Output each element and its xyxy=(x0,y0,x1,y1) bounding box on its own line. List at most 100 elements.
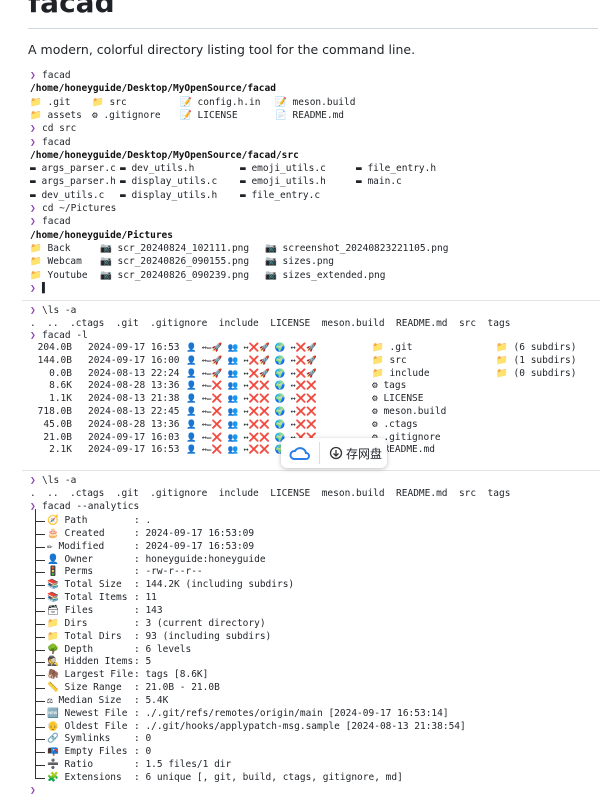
file-name: 📁 src xyxy=(372,354,407,366)
command: cd ~/Pictures xyxy=(42,203,117,214)
tree-branch xyxy=(35,637,45,651)
file-entry: ▬ file_entry.c xyxy=(240,189,321,201)
file-name: ⚙ meson.build xyxy=(372,406,447,417)
tree-branch xyxy=(35,676,45,690)
stat-value: : 3 (current directory) xyxy=(134,617,266,629)
stat-label: 📭 Empty Files xyxy=(47,746,128,758)
stat-label: 👤 Owner xyxy=(47,553,94,565)
output: . .. .ctags .git .gitignore include LICE… xyxy=(30,488,511,499)
stat-label: ⚖ Median Size xyxy=(47,694,122,706)
intro-terminal: ❯ facad/home/honeyguide/Desktop/MyOpenSou… xyxy=(22,68,600,298)
file-size: 0.0B xyxy=(49,367,72,379)
stat-value: : ./.git/refs/remotes/origin/main [2024-… xyxy=(134,707,449,719)
file-entry: 📷 sizes_extended.png xyxy=(265,269,386,281)
file-entry: 📄 README.md xyxy=(275,109,345,121)
stat-value: : 6 unique [, git, build, ctags, gitigno… xyxy=(134,772,403,783)
file-entry: ▬ emoji_utils.h xyxy=(240,176,326,188)
file-entry: ▬ file_entry.h xyxy=(356,163,437,175)
file-date: 2024-09-17 16:53 xyxy=(88,342,180,353)
output: . .. .ctags .git .gitignore include LICE… xyxy=(30,317,511,329)
tree-branch xyxy=(35,598,45,612)
stat-value: : 93 (including subdirs) xyxy=(134,630,272,642)
tree-branch xyxy=(35,740,45,754)
file-name: ⚙ .ctags xyxy=(372,418,418,430)
stat-value: : . xyxy=(134,515,152,526)
title-rule xyxy=(28,28,598,29)
file-size: 1.1K xyxy=(49,393,72,405)
file-entry: 📷 scr_20240826_090239.png xyxy=(100,269,250,281)
file-entry: 📁 Back xyxy=(30,242,71,254)
tree-branch xyxy=(35,688,45,702)
file-date: 2024-09-17 16:53 xyxy=(88,444,180,456)
prompt: ❯ xyxy=(30,330,36,341)
command: facad xyxy=(42,136,71,148)
path: /home/honeyguide/Desktop/MyOpenSource/fa… xyxy=(30,149,299,161)
tree-branch xyxy=(35,611,45,625)
file-perms: 👤 ↔✏🚀 👥 ↔❌🚀 🌍 ↔❌🚀 xyxy=(186,368,317,379)
file-name: 📁 include xyxy=(372,367,430,379)
stat-value: : honeyguide:honeyguide xyxy=(134,553,266,565)
tree-branch xyxy=(35,663,45,677)
file-entry: 📷 scr_20240826_090155.png xyxy=(100,256,250,268)
stat-value: : 5.4K xyxy=(134,694,169,706)
stat-label: 🧭 Path xyxy=(47,515,88,526)
save-to-cloud-button[interactable]: 存网盘 xyxy=(281,438,387,468)
subdir-count: 📁 (0 subdirs) xyxy=(496,367,577,379)
stat-value: : 2024-09-17 16:53:09 xyxy=(134,527,255,539)
stat-value: : 2024-09-17 16:53:09 xyxy=(134,540,255,552)
cloud-icon xyxy=(289,447,310,460)
file-size: 718.0B xyxy=(37,406,72,417)
file-entry: 📁 .git xyxy=(30,96,71,108)
tree-branch xyxy=(35,509,45,522)
button-label: 存网盘 xyxy=(346,447,383,461)
stat-label: 📚 Total Items xyxy=(47,592,128,604)
file-size: 2.1K xyxy=(49,444,72,456)
stat-value: : 6 levels xyxy=(134,643,192,655)
tree-branch xyxy=(35,727,45,741)
stat-value: : 144.2K (including subdirs) xyxy=(134,579,295,591)
file-entry: ▬ dev_utils.c xyxy=(30,189,105,201)
stat-label: 📚 Total Size xyxy=(47,579,122,591)
stat-label: 🕵 Hidden Items xyxy=(47,656,134,668)
file-size: 45.0B xyxy=(43,418,72,430)
file-date: 2024-09-17 16:03 xyxy=(88,431,180,443)
analytics-terminal: ❯ \ls -a . .. .ctags .git .gitignore inclu… xyxy=(22,470,600,800)
file-name: ⚙ .gitignore xyxy=(372,431,441,443)
prompt: ❯ xyxy=(30,136,36,148)
long-terminal: ❯ \ls -a. .. .ctags .git .gitignore inclu… xyxy=(22,300,600,466)
command: facad xyxy=(42,216,71,228)
file-date: 2024-08-28 13:36 xyxy=(88,418,180,430)
command: facad -l xyxy=(42,330,88,341)
stat-label: 🧩 Extensions xyxy=(47,772,122,783)
file-date: 2024-08-28 13:36 xyxy=(88,380,180,392)
prompt: ❯ xyxy=(30,501,36,512)
tree-branch xyxy=(35,714,45,728)
tree-branch xyxy=(35,650,45,664)
stat-value: : tags [8.6K] xyxy=(134,669,209,681)
file-entry: 📁 src xyxy=(92,96,127,108)
stat-label: 🔗 Symlinks xyxy=(47,733,111,745)
file-entry: 📝 LICENSE xyxy=(180,109,238,121)
file-name: 📁 .git xyxy=(372,342,413,353)
prompt: ❯ xyxy=(30,282,36,294)
tree-branch xyxy=(35,560,45,574)
command: \ls -a xyxy=(42,475,77,486)
tree-branch xyxy=(35,586,45,600)
file-date: 2024-09-17 16:00 xyxy=(88,354,180,366)
tree-branch xyxy=(35,534,45,548)
file-entry: ▬ emoji_utils.c xyxy=(240,163,326,175)
readme-title: facad xyxy=(28,0,115,19)
stat-label: 📁 Dirs xyxy=(47,617,88,629)
file-entry: ▬ display_utils.c xyxy=(120,176,218,188)
stat-label: ✏ Modified xyxy=(47,540,105,552)
command: cd src xyxy=(42,123,77,135)
stat-label: 🎂 Created xyxy=(47,527,105,539)
stat-label: 👴 Oldest File xyxy=(47,720,128,732)
prompt: ❯ xyxy=(30,203,36,214)
file-perms: 👤 ↔✏❌ 👥 ↔❌❌ 🌍 ↔❌❌ xyxy=(186,419,317,430)
file-date: 2024-08-13 22:24 xyxy=(88,367,180,379)
file-entry: ▬ dev_utils.h xyxy=(120,163,195,175)
file-entry: 📷 sizes.png xyxy=(265,256,335,268)
prompt: ❯ xyxy=(30,784,36,796)
